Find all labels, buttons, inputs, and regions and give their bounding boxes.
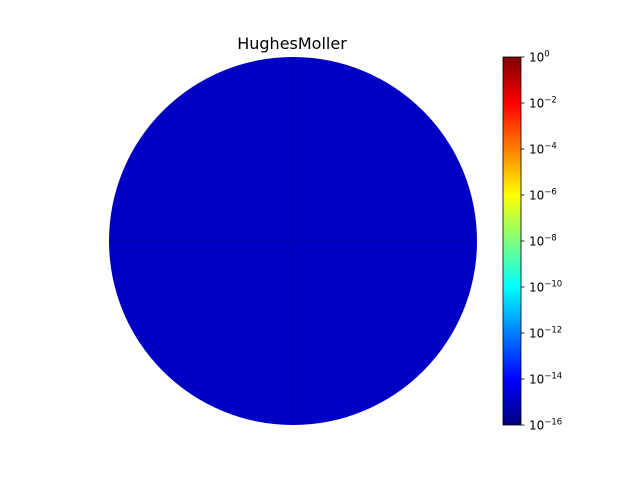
chart-title: HughesMoller: [237, 34, 347, 53]
disk-heatmap: [109, 57, 477, 425]
colorbar-tick-label: 10−8: [529, 234, 557, 249]
colorbar-tick-label: 10−2: [529, 96, 557, 111]
colorbar-tick-label: 10−10: [529, 280, 562, 295]
colorbar-ticks: 100 10−2 10−4 10−6 10−8 10−10 10−12 10−14 10−16: [521, 50, 562, 433]
colorbar: 100 10−2 10−4 10−6 10−8 10−10 10−12 10−14 10−16: [502, 50, 562, 433]
colorbar-tick-label: 10−12: [529, 326, 562, 341]
colorbar-tick-label: 10−4: [529, 142, 557, 157]
colorbar-tick-label: 100: [529, 50, 550, 65]
colorbar-tick-label: 10−16: [529, 418, 562, 433]
colorbar-gradient: [503, 57, 521, 425]
colorbar-tick-label: 10−14: [529, 372, 562, 387]
colorbar-tick-label: 10−6: [529, 188, 557, 203]
